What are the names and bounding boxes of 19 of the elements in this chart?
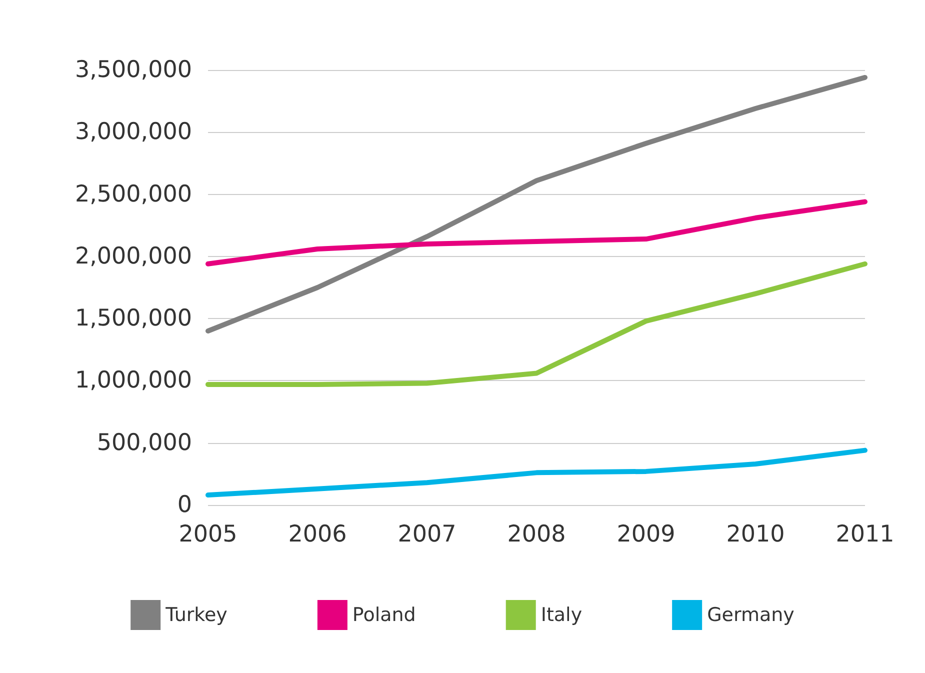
x-tick-label: 2008 [507, 522, 566, 548]
x-tick-label: 2010 [726, 522, 785, 548]
legend-label: Turkey [164, 604, 228, 626]
y-tick-label: 500,000 [96, 430, 192, 456]
x-tick-label: 2007 [398, 522, 456, 548]
y-tick-label: 2,500,000 [74, 181, 192, 208]
x-tick-label: 2009 [616, 522, 676, 548]
x-tick-label: 2005 [178, 522, 238, 548]
y-tick-label: 2,000,000 [74, 243, 192, 270]
y-tick-label: 1,500,000 [74, 306, 192, 332]
legend-label: Poland [352, 604, 416, 626]
y-tick-label: 3,000,000 [74, 119, 192, 146]
y-tick-label: 3,500,000 [74, 57, 192, 83]
y-tick-label: 1,000,000 [74, 368, 192, 394]
legend-label: Italy [540, 604, 582, 626]
legend-label: Germany [707, 604, 794, 626]
x-tick-label: 2011 [836, 522, 894, 548]
y-tick-label: 0 [177, 492, 192, 518]
x-tick-label: 2006 [288, 522, 347, 548]
